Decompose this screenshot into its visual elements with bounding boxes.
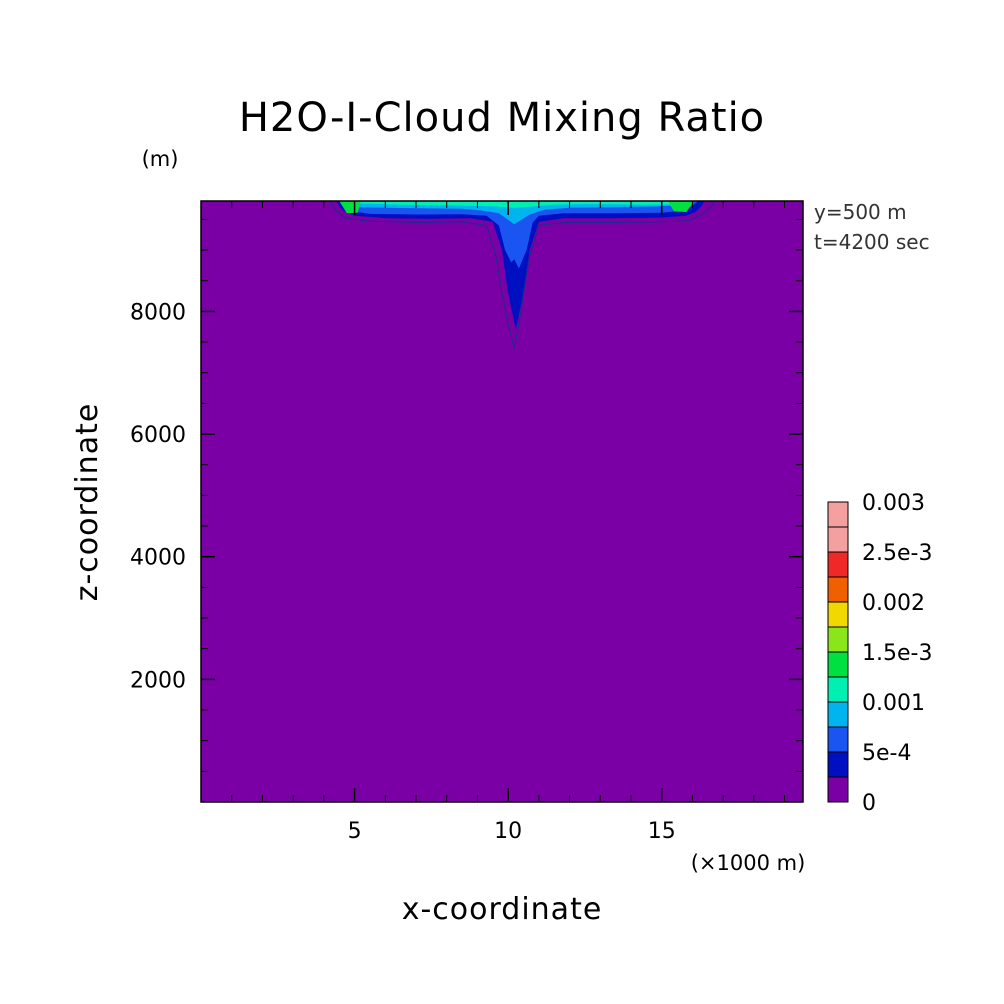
colorbar-swatch <box>827 526 849 553</box>
annotation-time: t=4200 sec <box>814 230 930 254</box>
colorbar-label: 0 <box>862 791 876 816</box>
y-tick-label: 8000 <box>130 300 186 325</box>
x-tick-label: 15 <box>648 819 676 844</box>
chart-title: H2O-I-Cloud Mixing Ratio <box>239 95 765 141</box>
annotation-y-position: y=500 m <box>814 200 907 224</box>
contour-region-6 <box>667 201 694 212</box>
colorbar-swatch <box>827 576 849 603</box>
y-axis-unit: (m) <box>142 147 179 171</box>
colorbar-swatch <box>827 701 849 728</box>
colorbar-label: 1.5e-3 <box>862 641 932 666</box>
plot-area <box>200 200 804 803</box>
colorbar-swatch <box>827 751 849 778</box>
x-axis-unit: (×1000 m) <box>691 851 806 875</box>
contour-region-3 <box>342 201 693 225</box>
colorbar-swatch <box>827 501 849 528</box>
colorbar-label: 0.002 <box>862 591 925 616</box>
contour-region-4 <box>342 201 690 208</box>
colorbar-label: 0.003 <box>862 491 925 516</box>
x-tick-label: 10 <box>494 819 522 844</box>
y-tick-label: 6000 <box>130 423 186 448</box>
y-axis-label: z-coordinate <box>70 403 105 602</box>
contour-region-5 <box>339 201 361 214</box>
y-tick-label: 2000 <box>130 668 186 693</box>
contour-region-1 <box>336 201 705 330</box>
x-tick-label: 5 <box>348 819 362 844</box>
x-axis-label: x-coordinate <box>402 892 603 927</box>
colorbar-swatch <box>827 626 849 653</box>
colorbar-swatch <box>827 676 849 703</box>
colorbar-label: 2.5e-3 <box>862 541 932 566</box>
plot-background <box>201 201 803 802</box>
colorbar: 0 5e-4 0.001 1.5e-3 0.002 2.5e-3 0.003 <box>827 491 932 816</box>
colorbar-swatch <box>827 726 849 753</box>
cloud-boundary-line <box>329 201 715 349</box>
colorbar-swatch <box>827 551 849 578</box>
colorbar-swatch <box>827 776 849 803</box>
plot-frame <box>200 200 804 803</box>
colorbar-label: 5e-4 <box>862 741 911 766</box>
y-tick-label: 4000 <box>130 546 186 571</box>
colorbar-swatch <box>827 651 849 678</box>
contour-region-2 <box>339 201 699 269</box>
colorbar-swatch <box>827 601 849 628</box>
colorbar-label: 0.001 <box>862 691 925 716</box>
